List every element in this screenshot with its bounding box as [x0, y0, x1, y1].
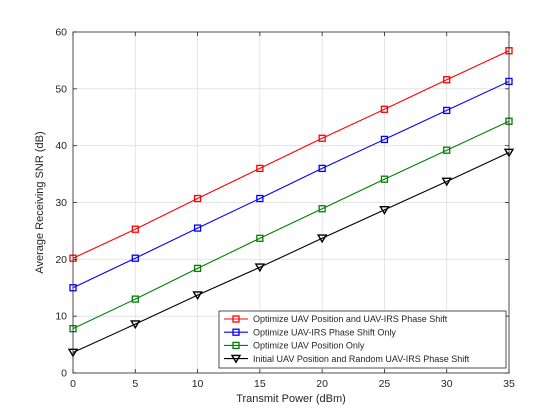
- legend-box: [218, 310, 507, 369]
- series-line: [72, 80, 510, 289]
- series-lines: [67, 47, 515, 358]
- legend-label: Optimize UAV-IRS Phase Shift Only: [253, 327, 396, 337]
- x-tick-label: 30: [441, 378, 453, 390]
- legend-marker: [232, 328, 240, 336]
- x-tick-label: 15: [254, 378, 266, 390]
- y-tick-label: 50: [55, 83, 67, 95]
- legend-label: Optimize UAV Position and UAV-IRS Phase …: [253, 314, 448, 324]
- y-tick-label: 60: [55, 27, 67, 39]
- data-point: [380, 175, 389, 183]
- y-axis-label: Average Receiving SNR (dB): [34, 131, 46, 273]
- legend-item: Optimize UAV Position Only: [224, 341, 365, 351]
- legend-label: Initial UAV Position and Random UAV-IRS …: [253, 354, 470, 364]
- y-tick-label: 0: [61, 368, 67, 380]
- x-axis-label: Transmit Power (dBm): [236, 393, 346, 405]
- data-point: [131, 295, 139, 303]
- legend-item: Optimize UAV Position and UAV-IRS Phase …: [224, 314, 448, 324]
- data-point: [441, 177, 452, 187]
- data-point: [256, 234, 264, 242]
- data-point: [193, 224, 202, 232]
- data-point: [316, 234, 328, 244]
- legend-item: Initial UAV Position and Random UAV-IRS …: [224, 354, 470, 364]
- data-point: [380, 135, 389, 144]
- legend: Optimize UAV Position and UAV-IRS Phase …: [218, 310, 507, 369]
- y-tick-label: 10: [55, 311, 67, 323]
- axis-ticks: 0 5 10 15 20 25 30 35 0 10 20 30 40 50 60: [55, 27, 515, 391]
- data-point: [192, 291, 203, 301]
- legend-item: Optimize UAV-IRS Phase Shift Only: [224, 327, 396, 337]
- y-tick-label: 40: [55, 140, 67, 152]
- data-point: [443, 76, 451, 84]
- series-line: [72, 151, 510, 354]
- legend-label: Optimize UAV Position Only: [253, 341, 365, 351]
- data-point: [379, 205, 390, 215]
- x-tick-label: 5: [132, 378, 138, 390]
- legend-marker: [232, 341, 240, 350]
- y-tick-label: 20: [55, 254, 67, 266]
- data-point: [380, 105, 389, 113]
- x-tick-label: 10: [192, 378, 204, 390]
- y-tick-label: 30: [55, 197, 67, 209]
- data-point: [318, 205, 326, 213]
- x-tick-label: 20: [316, 378, 328, 390]
- legend-marker: [230, 354, 242, 364]
- data-point: [254, 263, 266, 273]
- data-point: [193, 264, 202, 273]
- series-3: [69, 117, 513, 333]
- legend-marker: [232, 315, 240, 323]
- data-point: [443, 146, 451, 154]
- data-point: [131, 254, 139, 262]
- data-point: [256, 164, 264, 173]
- series-line: [72, 50, 510, 259]
- data-point: [443, 106, 451, 115]
- x-tick-label: 0: [70, 378, 76, 390]
- data-point: [318, 164, 326, 173]
- data-point: [193, 194, 202, 203]
- x-tick-label: 35: [503, 378, 515, 390]
- data-point: [130, 320, 141, 330]
- data-point: [131, 225, 139, 233]
- data-point: [318, 134, 326, 142]
- series-line: [72, 120, 510, 330]
- data-point: [256, 194, 264, 203]
- x-tick-label: 25: [379, 378, 391, 390]
